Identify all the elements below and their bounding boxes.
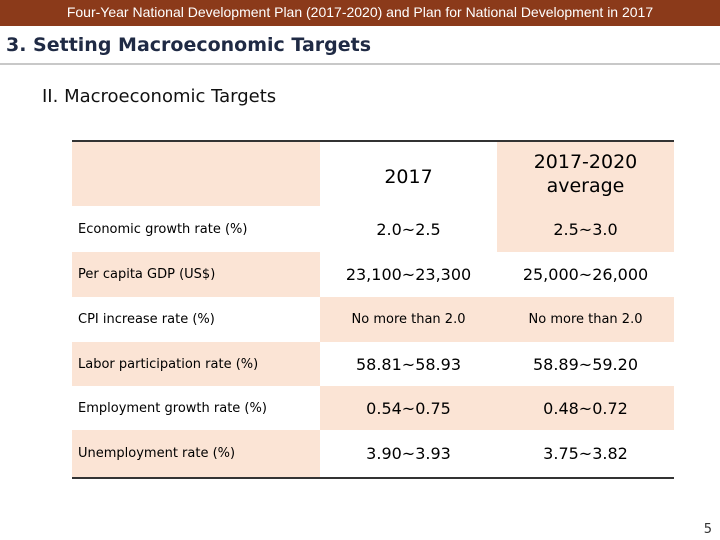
header-bar [0,0,720,26]
column-header-2017-2020: 2017-2020 average [497,142,674,206]
section-title: 3. Setting Macroeconomic Targets [6,34,372,56]
table-cell-average: 25,000~26,000 [522,265,649,284]
column-header-2017-label: 2017 [384,166,433,188]
subtitle: II. Macroeconomic Targets [42,86,276,107]
table-row-label: Economic growth rate (%) [78,221,248,237]
table-cell-2017: 58.81~58.93 [355,354,461,374]
page-number: 5 [703,522,712,537]
table-row-label: Unemployment rate (%) [72,430,320,477]
table-cell-2017: 3.90~3.93 [366,444,451,463]
table-cell-2017: 23,100~23,300 [345,265,472,284]
column-header-2017-2020-label: 2017-2020 [533,151,638,173]
table-cell-2017: No more than 2.0 [320,297,497,342]
table-cell-2017: 2.0~2.5 [376,219,441,239]
table-top-rule [72,140,674,142]
subtitle-numeral: II. [42,86,59,107]
table-row-label: Employment growth rate (%) [78,400,267,416]
subtitle-text: Macroeconomic Targets [64,86,277,107]
table-row-label: Labor participation rate (%) [72,342,320,386]
table-cell-average: 2.5~3.0 [497,206,674,252]
table-header-corner [72,142,320,206]
table-cell-2017: 0.54~0.75 [320,386,497,430]
table-cell-average: 0.48~0.72 [497,386,674,430]
column-header-2017: 2017 [320,142,497,206]
section-divider [0,63,720,65]
table-cell-average: 3.75~3.82 [543,444,628,463]
header-title: Four-Year National Development Plan (201… [66,4,654,20]
table-row-label: Per capita GDP (US$) [72,252,320,297]
table-cell-average: 58.89~59.20 [532,354,638,374]
table-row-label: CPI increase rate (%) [78,312,215,327]
table-bottom-rule [72,477,674,479]
table-cell-average: No more than 2.0 [497,297,674,342]
column-header-average-label: average [546,175,625,197]
